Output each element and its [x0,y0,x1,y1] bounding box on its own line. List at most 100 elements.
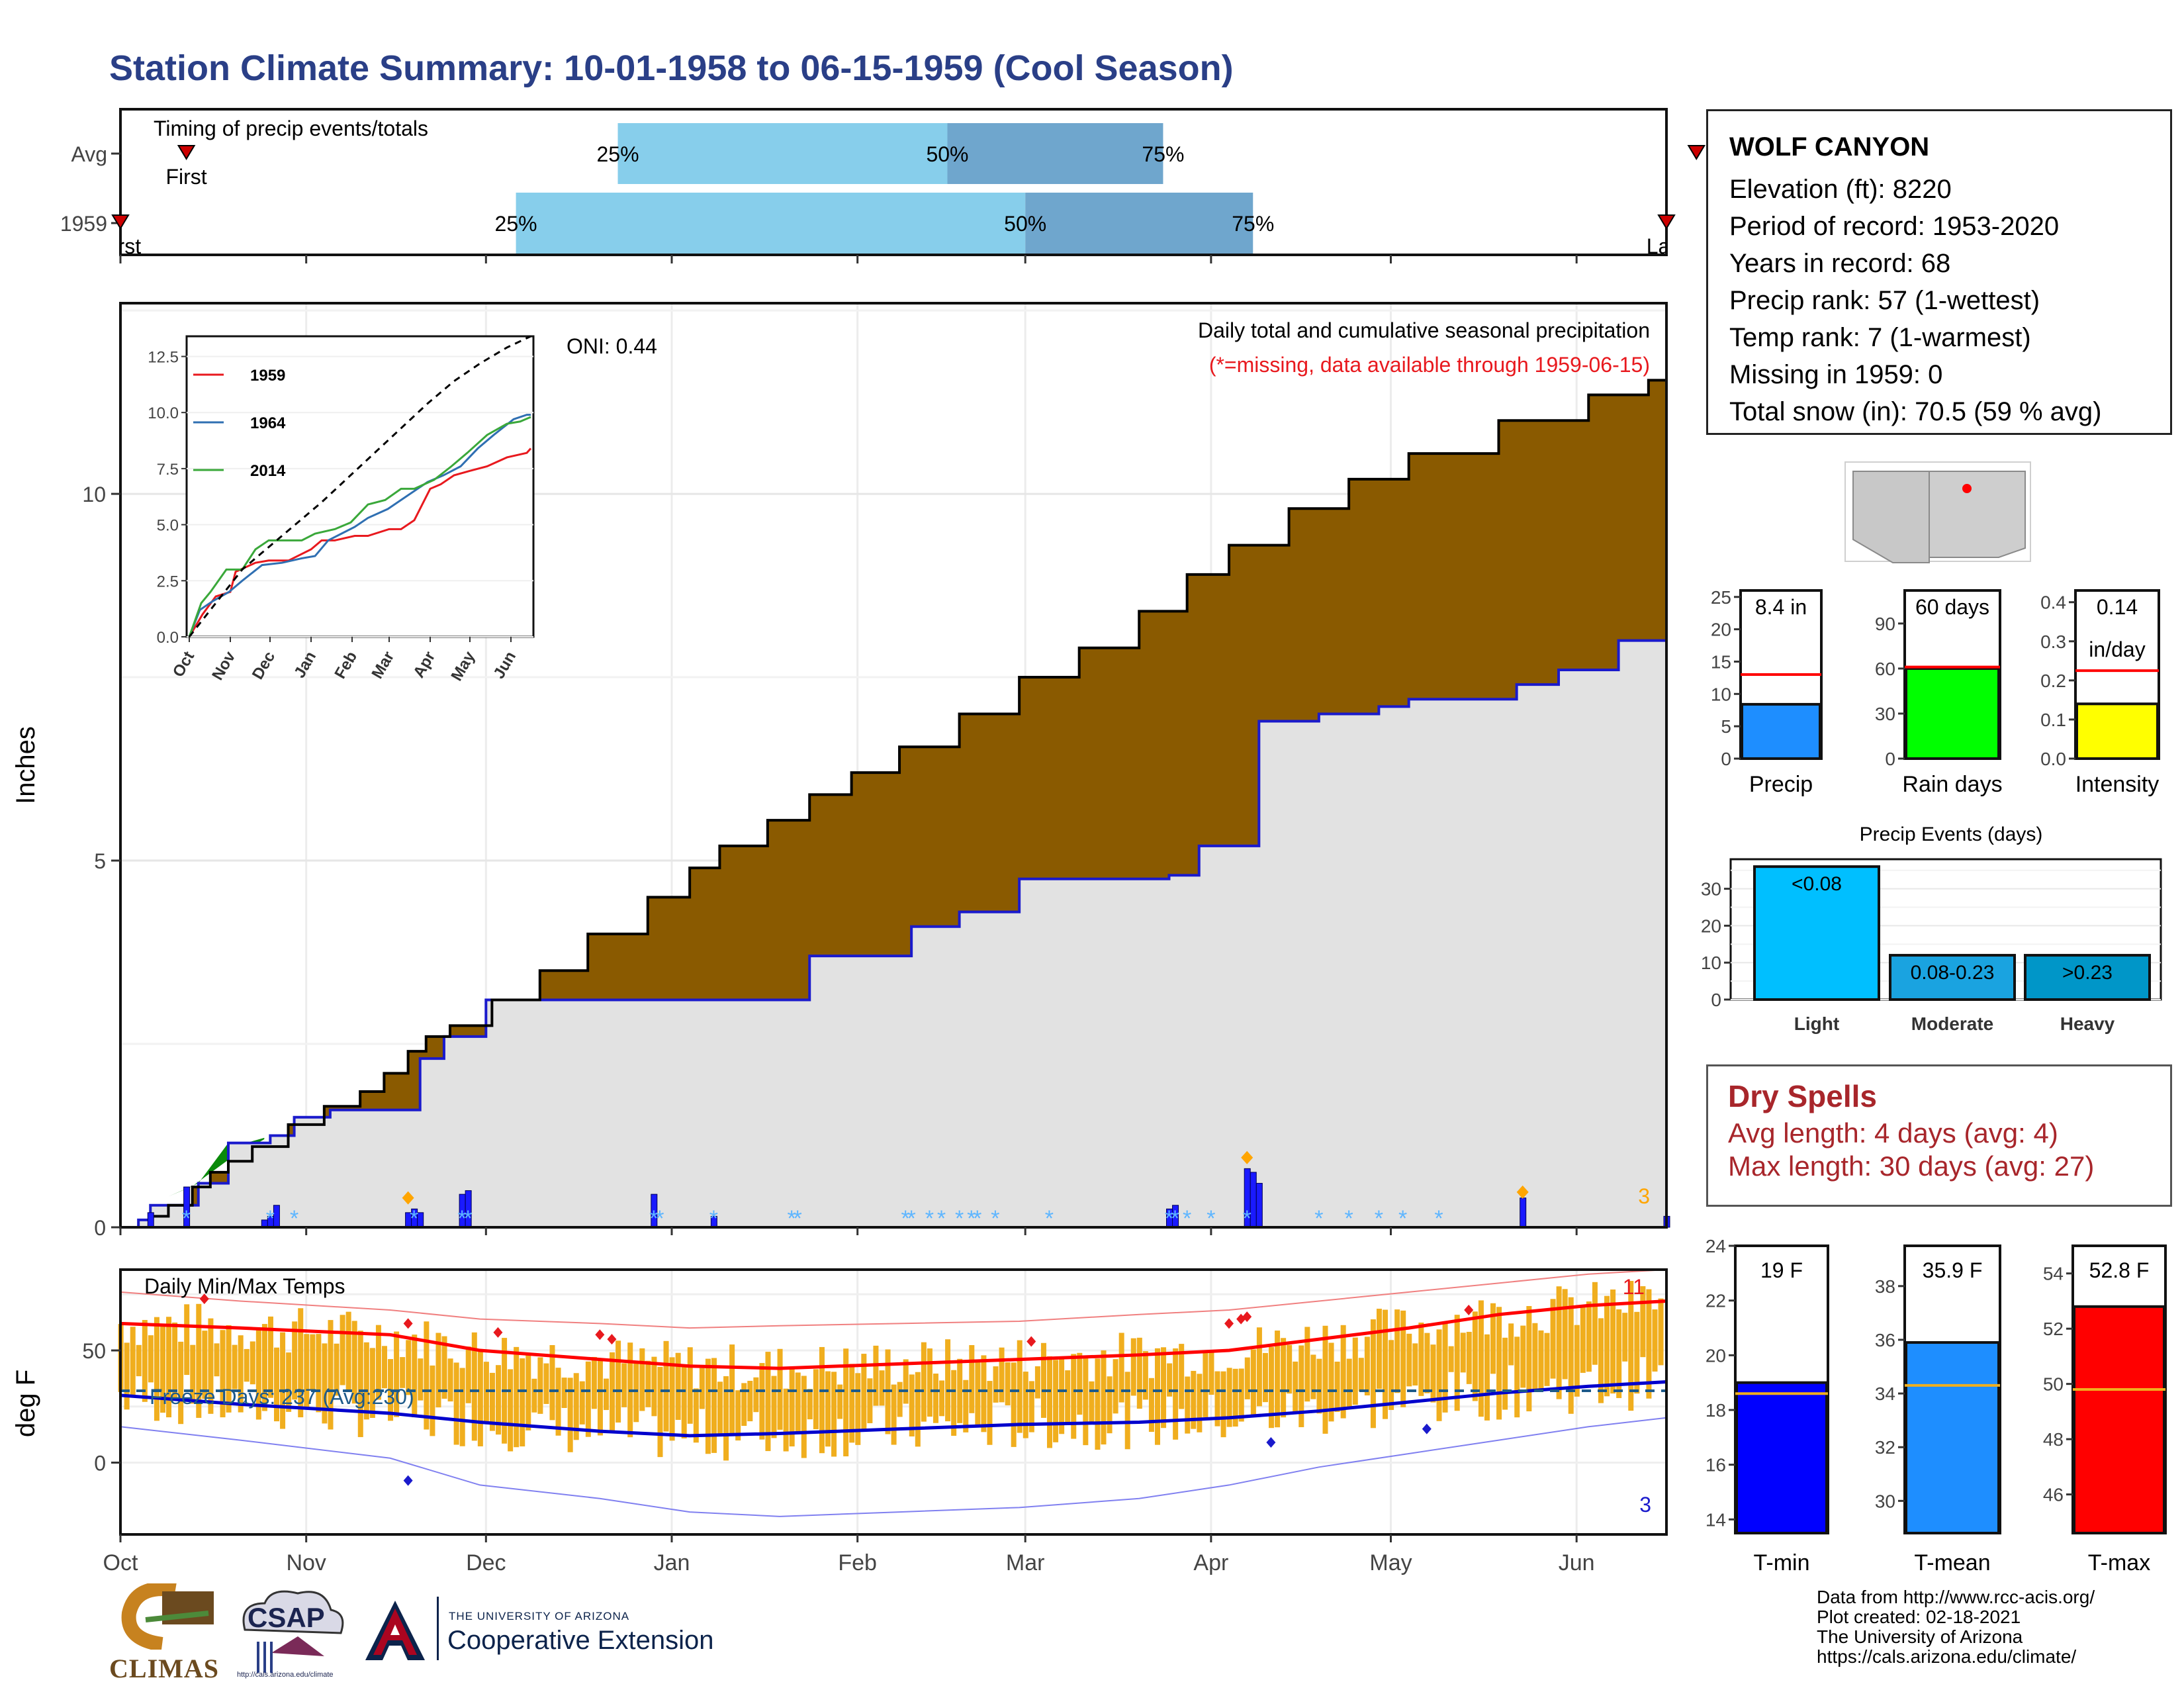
daily-temp-bar [412,1335,418,1418]
daily-temp-bar [663,1340,669,1432]
snow-day-marker: * [937,1206,946,1231]
oni-label: ONI: 0.44 [567,334,657,358]
snow-day-marker: * [1171,1206,1179,1231]
daily-temp-bar [1269,1346,1275,1429]
daily-temp-bar [1017,1340,1023,1433]
daily-temp-bar [1244,1357,1250,1399]
daily-temp-bar [1071,1354,1077,1439]
daily-temp-bar [705,1358,711,1454]
daily-temp-bar [771,1376,777,1438]
temps-chart-title: Daily Min/Max Temps [144,1274,345,1298]
summary-y-tick-label: 0.0 [2040,749,2066,769]
daily-temp-bar [244,1348,250,1382]
daily-temp-bar [951,1370,957,1436]
daily-temp-bar [1298,1345,1304,1427]
ua-logo-bottom-text: Cooperative Extension [447,1626,714,1655]
max-count-label: 11 [1623,1275,1645,1299]
timing-title: Timing of precip events/totals [154,117,428,140]
daily-temp-bar [1089,1381,1095,1424]
daily-temp-bar [435,1333,441,1408]
daily-temp-bar [597,1358,603,1436]
daily-temp-bar [1550,1299,1556,1379]
daily-temp-bar [915,1372,921,1447]
daily-precip-bar [147,1212,154,1228]
daily-temp-bar [400,1357,406,1388]
timing-row-label: 1959 [60,212,107,236]
daily-temp-bar [777,1348,783,1430]
climas-logo-text: CLIMAS [109,1654,220,1683]
daily-temp-bar [1101,1350,1107,1445]
daily-temp-bar [394,1331,400,1417]
record-low-marker [1422,1423,1432,1434]
daily-precip-bar [1520,1197,1527,1228]
snow-day-marker: * [1398,1206,1407,1231]
inset-y-tick-label: 12.5 [148,348,179,366]
daily-temp-bar [939,1380,945,1417]
daily-temp-bar [148,1335,154,1383]
summary-bar-1 [1905,667,2000,761]
daily-temp-bar [1502,1337,1508,1410]
inset-y-tick-label: 2.5 [157,573,179,590]
daily-temp-bar [525,1355,531,1430]
daily-temp-bar [1154,1348,1160,1445]
cumulative-1959-line [120,376,1668,1229]
daily-temp-bar [1167,1363,1173,1397]
summary-value-label-0: 8.4 in [1755,595,1807,619]
record-high-marker [1026,1336,1036,1347]
snow-day-marker: * [1345,1206,1353,1231]
summary-y-tick-label: 25 [1711,587,1731,608]
daily-temp-bar [172,1322,178,1400]
summary-y-tick-label: 0.3 [2040,632,2066,652]
daily-temp-bar [1412,1343,1418,1386]
daily-temp-bar [711,1358,717,1453]
daily-temp-bar [543,1363,549,1404]
daily-temp-bar [178,1341,184,1425]
tempbar-axis-label-2: T-max [2088,1550,2150,1575]
daily-temp-bar [903,1359,909,1404]
station-snow: Total snow (in): 70.5 (59 % avg) [1729,397,2102,426]
tempbar-y-tick-label: 52 [2043,1319,2064,1339]
daily-temp-bar [190,1344,196,1404]
event-bar-moderate [1889,954,2016,1001]
daily-temp-bar [1275,1331,1281,1428]
snow-day-marker: * [655,1206,664,1231]
daily-temp-bar [1478,1300,1484,1417]
daily-temp-bar [1538,1330,1544,1391]
daily-temp-bar [807,1389,813,1420]
daily-temp-bar [465,1346,471,1403]
precip-extreme-marker [1241,1150,1253,1164]
daily-temp-bar [1562,1289,1568,1380]
daily-temp-bar [1130,1338,1136,1396]
daily-temp-bar [267,1316,273,1398]
precip-y-tick-label: 0 [94,1216,106,1240]
tempbar-y-tick-label: 16 [1706,1455,1726,1476]
summary-y-tick-label: 5 [1721,716,1731,737]
daily-precip-bar [1255,1183,1263,1228]
daily-temp-bar [1023,1372,1028,1438]
daily-temp-bar [1065,1370,1071,1423]
daily-temp-bar [681,1365,687,1438]
snow-day-marker: * [266,1206,275,1231]
summary-y-tick-label: 90 [1875,614,1895,634]
daily-temp-bar [909,1374,915,1436]
snow-day-marker: * [1165,1206,1173,1231]
daily-temp-bar [621,1363,627,1407]
temps-frame [119,1268,1668,1536]
daily-temp-bar [124,1342,130,1410]
daily-temp-bar [496,1365,502,1435]
daily-temp-bar [1460,1333,1466,1373]
event-bar-label: >0.23 [2062,962,2113,984]
daily-temp-bar [508,1369,514,1452]
daily-temp-bar [363,1342,369,1420]
daily-temp-bar [1185,1376,1191,1434]
daily-temp-bar [633,1362,639,1423]
tempbar-y-tick-label: 54 [2043,1264,2064,1284]
daily-temp-bar [669,1357,675,1441]
daily-temp-bar [1383,1309,1388,1419]
inset-series-avg [188,335,531,637]
daily-temp-bar [537,1357,543,1414]
daily-temp-bar [1580,1305,1586,1373]
snow-day-marker: * [1243,1206,1251,1231]
daily-temp-bar [963,1380,969,1432]
